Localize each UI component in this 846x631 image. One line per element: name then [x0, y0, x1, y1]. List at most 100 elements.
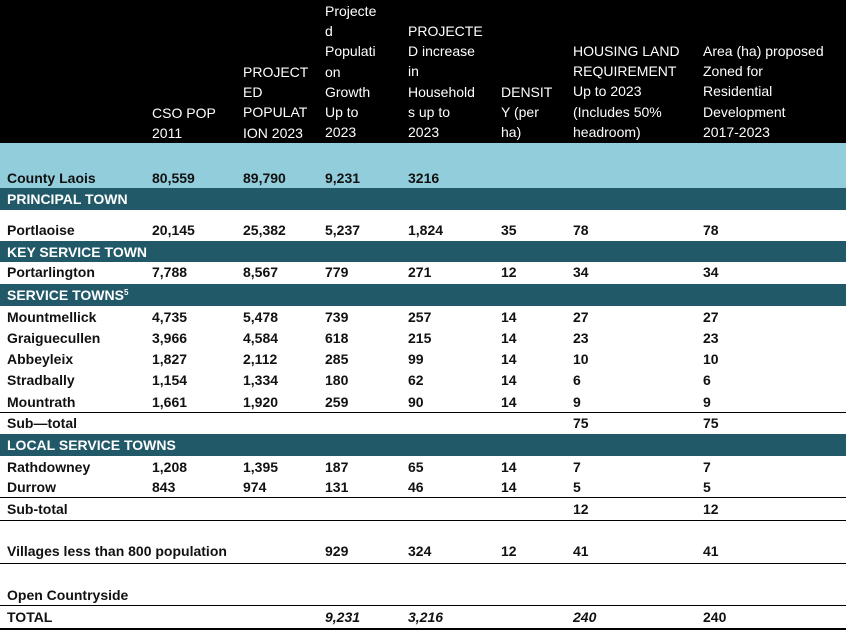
cell-proj2023: 89,790 [243, 170, 286, 186]
subtotal-row: Sub—total 75 75 [0, 413, 846, 433]
cell-growth: 131 [325, 479, 349, 495]
cell-housing: 75 [573, 415, 589, 431]
table-row: Stradbally 1,154 1,334 180 62 14 6 6 [0, 370, 846, 391]
cell-housing: 78 [573, 222, 589, 238]
table-row: Portlaoise 20,145 25,382 5,237 1,824 35 … [0, 210, 846, 240]
cell-growth: 9,231 [325, 609, 361, 625]
cell-density: 14 [501, 330, 517, 346]
header-population-growth: Projecte d Populati on Growth Up to 2023 [325, 3, 377, 141]
cell-growth: 739 [325, 309, 349, 325]
cell-pop2011: 20,145 [152, 222, 195, 238]
cell-pop2011: 1,208 [152, 459, 188, 475]
cell-proj2023: 1,920 [243, 394, 279, 410]
cell-housing: 12 [573, 501, 589, 517]
cell-area: 240 [703, 609, 727, 625]
row-divider [0, 563, 846, 564]
total-row: TOTAL 9,231 3,216 240 240 [0, 606, 846, 628]
cell-area: 5 [703, 479, 711, 495]
cell-growth: 187 [325, 459, 349, 475]
header-cso-pop: CSO POP 2011 [152, 105, 216, 142]
footnote-marker: 5 [123, 288, 129, 297]
section-title: PRINCIPAL TOWN [7, 191, 128, 207]
row-name: TOTAL [7, 609, 53, 625]
row-divider [0, 497, 846, 498]
cell-growth: 618 [325, 330, 349, 346]
cell-area: 6 [703, 372, 711, 388]
cell-pop2011: 7,788 [152, 264, 188, 280]
table-row: Mountrath 1,661 1,920 259 90 14 9 9 [0, 391, 846, 412]
row-name: Villages less than 800 population [7, 543, 227, 559]
cell-area: 41 [703, 543, 719, 559]
cell-pop2011: 1,661 [152, 394, 188, 410]
row-name: Mountmellick [7, 309, 97, 325]
villages-row: Villages less than 800 population 929 32… [0, 521, 846, 563]
countryside-row: Open Countryside [0, 564, 846, 605]
cell-growth: 929 [325, 543, 349, 559]
cell-housing: 27 [573, 309, 589, 325]
cell-housing: 5 [573, 479, 581, 495]
cell-density: 35 [501, 222, 517, 238]
cell-area: 9 [703, 394, 711, 410]
table-row: Durrow 843 974 131 46 14 5 5 [0, 476, 846, 496]
cell-pop2011: 80,559 [152, 170, 195, 186]
cell-area: 12 [703, 501, 719, 517]
section-title: SERVICE TOWNS5 [7, 287, 129, 303]
cell-density: 14 [501, 479, 517, 495]
row-name: Graiguecullen [7, 330, 101, 346]
cell-area: 34 [703, 264, 719, 280]
cell-households: 257 [408, 309, 432, 325]
cell-growth: 9,231 [325, 170, 361, 186]
cell-housing: 41 [573, 543, 589, 559]
cell-pop2011: 843 [152, 479, 176, 495]
table-row: Rathdowney 1,208 1,395 187 65 14 7 7 [0, 456, 846, 476]
cell-density: 14 [501, 372, 517, 388]
row-name: Stradbally [7, 372, 75, 388]
cell-pop2011: 3,966 [152, 330, 188, 346]
cell-housing: 240 [573, 609, 597, 625]
cell-households: 62 [408, 372, 424, 388]
cell-proj2023: 2,112 [243, 351, 278, 367]
section-header-key-service-town: KEY SERVICE TOWN [0, 241, 846, 262]
row-name: County Laois [7, 170, 96, 186]
cell-housing: 34 [573, 264, 589, 280]
cell-density: 14 [501, 394, 517, 410]
table-row: Abbeyleix 1,827 2,112 285 99 14 10 10 [0, 349, 846, 370]
header-household-increase: PROJECTE D increase in Household s up to… [408, 23, 483, 141]
cell-area: 78 [703, 222, 719, 238]
cell-density: 12 [501, 543, 517, 559]
cell-households: 90 [408, 394, 424, 410]
section-header-principal-town: PRINCIPAL TOWN [0, 188, 846, 210]
row-name: Open Countryside [7, 587, 129, 603]
cell-area: 27 [703, 309, 719, 325]
row-name: Rathdowney [7, 459, 91, 475]
cell-proj2023: 974 [243, 479, 267, 495]
cell-households: 3,216 [408, 609, 444, 625]
cell-density: 14 [501, 351, 517, 367]
cell-proj2023: 1,334 [243, 372, 279, 388]
cell-housing: 9 [573, 394, 581, 410]
table-bottom-border [0, 628, 846, 630]
section-title: LOCAL SERVICE TOWNS [7, 437, 176, 453]
row-name: Sub—total [7, 415, 77, 431]
cell-density: 12 [501, 264, 517, 280]
table-header: CSO POP 2011 PROJECT ED POPULAT ION 2023… [0, 0, 846, 143]
header-density: DENSIT Y (per ha) [501, 84, 553, 141]
header-projected-population: PROJECT ED POPULAT ION 2023 [243, 64, 309, 141]
cell-households: 1,824 [408, 222, 444, 238]
cell-proj2023: 4,584 [243, 330, 279, 346]
cell-density: 14 [501, 309, 517, 325]
row-name: Portlaoise [7, 222, 75, 238]
cell-households: 3216 [408, 170, 440, 186]
cell-housing: 7 [573, 459, 581, 475]
cell-area: 7 [703, 459, 711, 475]
row-name: Portarlington [7, 264, 95, 280]
cell-proj2023: 5,478 [243, 309, 279, 325]
subtotal-row: Sub-total 12 12 [0, 498, 846, 520]
cell-households: 324 [408, 543, 432, 559]
cell-proj2023: 25,382 [243, 222, 286, 238]
cell-households: 99 [408, 351, 424, 367]
cell-density: 14 [501, 459, 517, 475]
cell-households: 65 [408, 459, 424, 475]
row-divider [0, 412, 846, 413]
